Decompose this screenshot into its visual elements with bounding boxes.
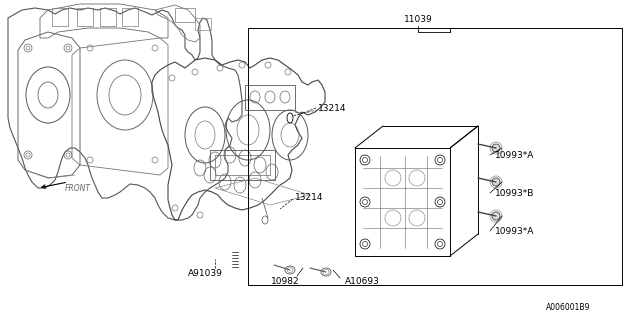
Text: 10993*B: 10993*B: [495, 188, 534, 197]
Text: 10982: 10982: [271, 277, 300, 286]
Bar: [77, 8, 93, 26]
Text: A91039: A91039: [188, 269, 223, 278]
Text: A10693: A10693: [345, 277, 380, 286]
Ellipse shape: [492, 212, 500, 220]
Text: A006001B9: A006001B9: [546, 303, 590, 312]
Bar: [100, 8, 116, 26]
Text: 10993*A: 10993*A: [495, 227, 534, 236]
Text: 10993*A: 10993*A: [495, 150, 534, 159]
Bar: [245, 85, 295, 110]
Bar: [175, 8, 195, 22]
Ellipse shape: [492, 144, 500, 152]
Bar: [215, 155, 270, 175]
Text: 13214: 13214: [318, 103, 346, 113]
Text: 11039: 11039: [404, 15, 433, 24]
Text: FRONT: FRONT: [65, 183, 91, 193]
Ellipse shape: [492, 178, 500, 186]
Bar: [195, 18, 211, 30]
Bar: [52, 8, 68, 26]
Bar: [122, 8, 138, 26]
Text: 13214: 13214: [295, 193, 323, 202]
Bar: [210, 150, 275, 180]
